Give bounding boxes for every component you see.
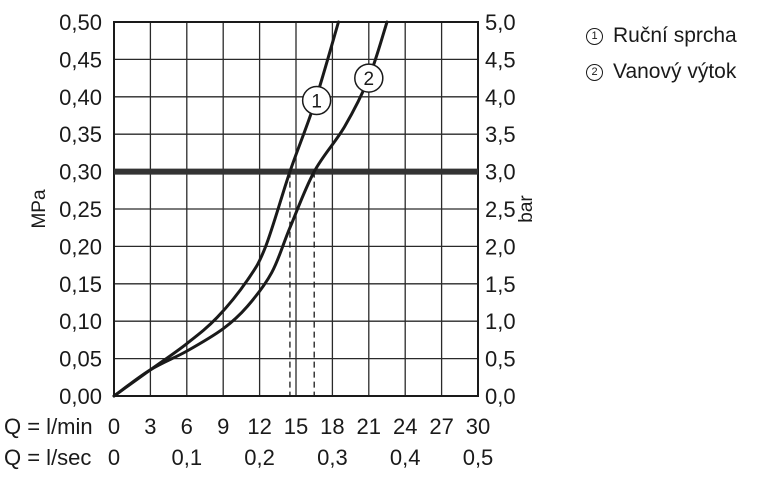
y-tick-label: 0,30 xyxy=(59,160,102,185)
legend-marker-2: 2 xyxy=(586,63,603,81)
x-tick-label: 9 xyxy=(217,414,229,439)
chart-curves: 12 xyxy=(112,20,389,398)
y2-tick-label: 1,0 xyxy=(485,309,516,334)
legend-marker-1: 1 xyxy=(586,27,603,45)
y-tick-label: 0,35 xyxy=(59,122,102,147)
x-row-label-lsec: Q = l/sec xyxy=(4,445,91,470)
legend-item-2: 2 Vanový výtok xyxy=(586,54,737,90)
y2-tick-label: 5,0 xyxy=(485,10,516,35)
y-tick-label: 0,20 xyxy=(59,234,102,259)
chart-legend: 1 Ruční sprcha 2 Vanový výtok xyxy=(586,18,737,90)
x-tick-label: 3 xyxy=(144,414,156,439)
series-line-2 xyxy=(112,20,389,398)
y2-tick-label: 2,0 xyxy=(485,234,516,259)
x-tick-label: 30 xyxy=(466,414,490,439)
legend-label-1: Ruční sprcha xyxy=(613,24,737,47)
plot-frame xyxy=(113,21,479,397)
y2-tick-label: 2,5 xyxy=(485,197,516,222)
y2-tick-label: 0,0 xyxy=(485,384,516,409)
y-tick-label: 0,45 xyxy=(59,47,102,72)
y2-tick-label: 0,5 xyxy=(485,347,516,372)
x-tick-label: 21 xyxy=(357,414,381,439)
y2-tick-label: 3,0 xyxy=(485,160,516,185)
x2-tick-label: 0,1 xyxy=(172,445,203,470)
y-tick-label: 0,05 xyxy=(59,347,102,372)
y2-tick-label: 3,5 xyxy=(485,122,516,147)
y-tick-label: 0,00 xyxy=(59,384,102,409)
x-tick-label: 18 xyxy=(320,414,344,439)
x-row-label-lmin: Q = l/min xyxy=(4,414,93,439)
x-tick-label: 24 xyxy=(393,414,417,439)
y-tick-label: 0,50 xyxy=(59,10,102,35)
y-axis-title: MPa xyxy=(29,189,50,229)
x-tick-label: 15 xyxy=(284,414,308,439)
y-tick-label: 0,25 xyxy=(59,197,102,222)
x2-tick-label: 0,5 xyxy=(463,445,494,470)
y2-tick-label: 4,5 xyxy=(485,47,516,72)
legend-label-2: Vanový výtok xyxy=(613,60,737,83)
y2-axis-title: bar xyxy=(516,195,537,223)
series-marker-label-1: 1 xyxy=(311,92,322,113)
series-marker-label-2: 2 xyxy=(364,69,375,90)
y-tick-label: 0,10 xyxy=(59,309,102,334)
x2-tick-label: 0,4 xyxy=(390,445,421,470)
x2-tick-label: 0,3 xyxy=(317,445,348,470)
x-tick-label: 6 xyxy=(181,414,193,439)
x2-tick-label: 0,2 xyxy=(244,445,275,470)
chart-labels: 0,000,050,100,150,200,250,300,350,400,45… xyxy=(4,10,537,470)
dashed-markers xyxy=(114,168,478,396)
x-tick-label: 27 xyxy=(429,414,453,439)
y-tick-label: 0,15 xyxy=(59,272,102,297)
legend-item-1: 1 Ruční sprcha xyxy=(586,18,737,54)
x-tick-label: 12 xyxy=(247,414,271,439)
x2-tick-label: 0 xyxy=(108,445,120,470)
x-tick-label: 0 xyxy=(108,414,120,439)
series-marker-circle-1 xyxy=(301,85,332,116)
y2-tick-label: 4,0 xyxy=(485,85,516,110)
y2-tick-label: 1,5 xyxy=(485,272,516,297)
y-tick-label: 0,40 xyxy=(59,85,102,110)
series-marker-circle-2 xyxy=(354,63,384,93)
